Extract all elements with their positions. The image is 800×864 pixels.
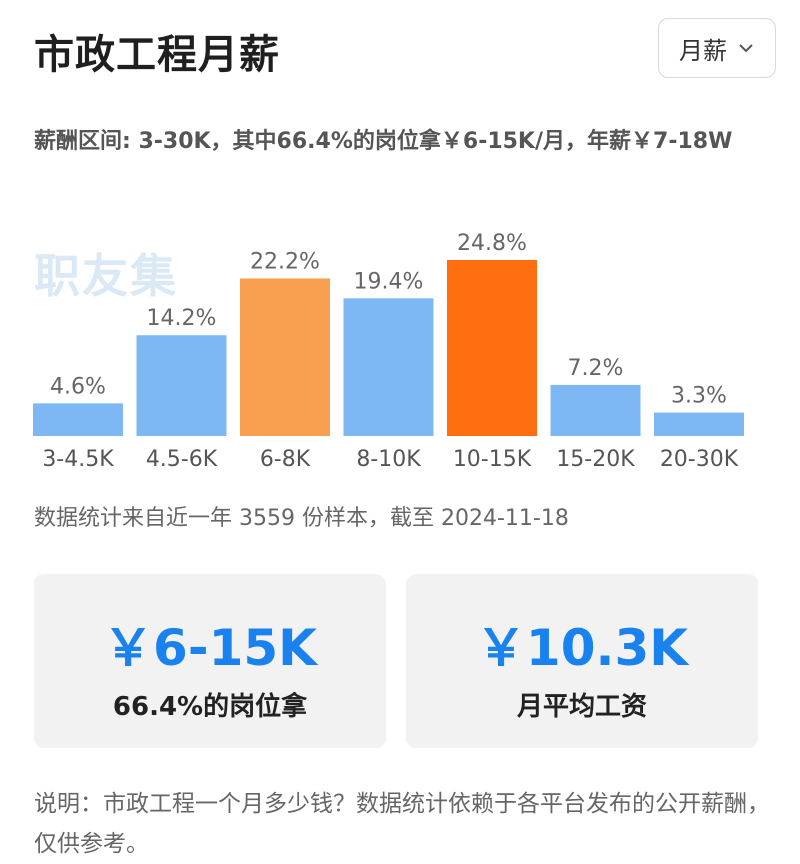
bar-3-4.5K bbox=[33, 403, 123, 436]
bar-value-label: 7.2% bbox=[568, 356, 624, 381]
category-tick-label: 8-10K bbox=[356, 447, 421, 472]
category-tick-label: 6-8K bbox=[260, 447, 311, 472]
chevron-down-icon bbox=[739, 44, 753, 53]
average-salary-value: ￥10.3K bbox=[475, 619, 689, 677]
category-tick-label: 15-20K bbox=[556, 447, 635, 472]
period-select-value: 月薪 bbox=[679, 36, 727, 65]
bar-4.5-6K bbox=[136, 335, 227, 436]
salary-summary: 薪酬区间: 3-30K，其中66.4%的岗位拿￥6-15K/月，年薪￥7-18W bbox=[34, 129, 733, 154]
bar-value-label: 24.8% bbox=[457, 231, 527, 256]
bar-value-label: 4.6% bbox=[50, 374, 106, 399]
bar-8-10K bbox=[343, 298, 434, 436]
disclaimer-note: 说明：市政工程一个月多少钱？数据统计依赖于各平台发布的公开薪酬，仅供参考。 bbox=[34, 791, 770, 857]
salary-range-card: ￥6-15K 66.4%的岗位拿 bbox=[34, 574, 386, 748]
category-tick-label: 10-15K bbox=[453, 447, 532, 472]
bar-15-20K bbox=[550, 384, 641, 436]
average-salary-label: 月平均工资 bbox=[516, 692, 647, 722]
period-select[interactable]: 月薪 bbox=[658, 18, 776, 78]
bar-value-label: 3.3% bbox=[671, 384, 727, 409]
bar-10-15K bbox=[447, 260, 537, 436]
bar-6-8K bbox=[240, 278, 330, 436]
page-title: 市政工程月薪 bbox=[34, 32, 280, 78]
average-salary-card: ￥10.3K 月平均工资 bbox=[406, 574, 758, 748]
sample-footnote: 数据统计来自近一年 3559 份样本，截至 2024-11-18 bbox=[34, 506, 569, 531]
bar-value-label: 19.4% bbox=[354, 269, 424, 294]
category-tick-label: 3-4.5K bbox=[42, 447, 114, 472]
salary-distribution-chart: 4.6% 3-4.5K 14.2% 4.5-6K 22.2% 6-8K 19.4% 8-10K… bbox=[33, 231, 744, 472]
watermark-logo: 职友集 bbox=[34, 249, 178, 303]
category-tick-label: 20-30K bbox=[660, 447, 739, 472]
bar-20-30K bbox=[654, 412, 744, 436]
salary-range-value: ￥6-15K bbox=[103, 619, 317, 677]
salary-range-label: 66.4%的岗位拿 bbox=[112, 692, 308, 722]
bar-value-label: 14.2% bbox=[147, 306, 217, 331]
category-tick-label: 4.5-6K bbox=[146, 447, 218, 472]
bar-value-label: 22.2% bbox=[250, 249, 320, 274]
